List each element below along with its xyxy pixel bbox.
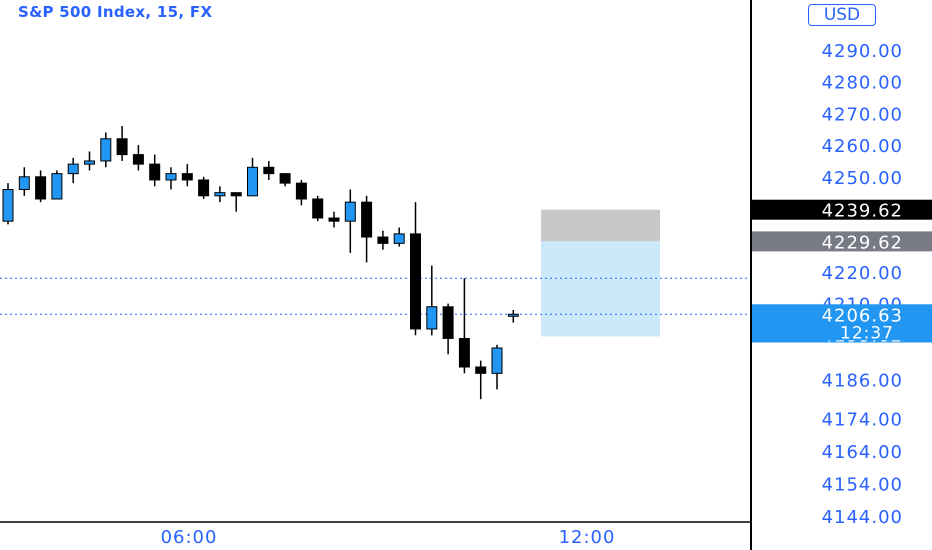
candle-timer-label: 12:37 [840, 323, 894, 343]
candle [475, 360, 487, 400]
candle-body [181, 173, 193, 181]
candle [51, 170, 63, 200]
candle [116, 126, 128, 161]
candle [393, 227, 405, 247]
price-tick-label: 4290.00 [822, 41, 903, 62]
price-tick-label: 4144.00 [822, 507, 903, 528]
candle [426, 265, 438, 336]
candle-body [51, 173, 63, 200]
price-tick-label: 4174.00 [822, 410, 903, 431]
candle [507, 309, 519, 323]
candle-body [247, 166, 258, 197]
candle [491, 344, 503, 390]
price-badge-label: 4229.62 [822, 232, 903, 253]
candle [247, 157, 258, 197]
candle [344, 189, 356, 253]
candle [149, 154, 161, 187]
take-profit-zone [541, 241, 660, 337]
price-badge [752, 231, 932, 252]
candle [295, 179, 307, 206]
candle-body [116, 138, 128, 156]
current-price-label: 4206.63 [822, 305, 903, 326]
candle-body [344, 201, 356, 222]
candle [410, 202, 421, 336]
candle-body [149, 163, 161, 181]
candle [312, 195, 324, 222]
candle-body [165, 173, 177, 181]
candle [181, 164, 193, 187]
candle [377, 230, 389, 250]
price-lines [0, 277, 751, 315]
candle [18, 167, 30, 196]
candle-body [35, 176, 47, 200]
candle [35, 170, 47, 203]
price-tick-label: 4280.00 [822, 73, 903, 94]
candle-body [393, 233, 405, 244]
candle-body [491, 347, 503, 374]
candle [361, 195, 373, 263]
candle-body [84, 160, 95, 165]
candle [279, 173, 291, 187]
candle-body [2, 188, 14, 222]
price-axis[interactable]: 4290.00 4280.00 4270.00 4260.00 4250.00 4220.… [822, 41, 903, 528]
price-tick-label: 4220.00 [822, 263, 903, 284]
candle-body [442, 306, 454, 339]
candle-body [18, 176, 30, 190]
candle-body [475, 366, 487, 374]
candle-body [377, 236, 389, 244]
candle-body [361, 201, 373, 238]
candle [263, 160, 275, 180]
candle-body [328, 217, 340, 222]
candle-body [230, 192, 242, 197]
candle [100, 132, 112, 168]
price-tick-label: 4260.00 [822, 136, 903, 157]
current-price-badge [752, 304, 932, 341]
price-tick-label: 4154.00 [822, 475, 903, 496]
candle [165, 167, 177, 190]
candles [2, 126, 519, 400]
candle [230, 192, 242, 212]
price-badge [752, 199, 932, 220]
time-tick-label: 06:00 [161, 527, 218, 548]
candle [458, 278, 470, 374]
time-axis[interactable]: 06:00 12:00 [161, 527, 616, 548]
price-badge-label: 4239.62 [822, 201, 903, 222]
candle-body [263, 166, 275, 175]
candle-body [214, 192, 226, 197]
candle-body [295, 182, 307, 200]
candle-body [458, 337, 470, 368]
stop-loss-zone [541, 209, 660, 242]
candle [67, 157, 79, 184]
position-tool[interactable] [541, 209, 660, 337]
candle-body [426, 306, 438, 330]
candle [84, 151, 95, 171]
candle-body [198, 179, 210, 197]
candle [2, 183, 14, 225]
price-tick-label: 4186.00 [822, 371, 903, 392]
candle-body [67, 163, 79, 175]
time-tick-label: 12:00 [559, 527, 616, 548]
price-tick-label: 4270.00 [822, 104, 903, 125]
price-tick-label: 4250.00 [822, 168, 903, 189]
candle [214, 186, 226, 203]
candle-body [410, 233, 421, 330]
currency-button[interactable]: USD [808, 4, 876, 26]
candle [198, 176, 210, 199]
candle-body [279, 173, 291, 184]
price-tick-label: 4164.00 [822, 442, 903, 463]
candle-body [507, 313, 519, 317]
candle [132, 145, 144, 171]
candle-body [100, 138, 112, 162]
candle-body [132, 154, 144, 165]
candle [328, 211, 340, 228]
symbol-title[interactable]: S&P 500 Index, 15, FX [18, 3, 213, 21]
candle-body [312, 198, 324, 219]
candle [442, 303, 454, 355]
